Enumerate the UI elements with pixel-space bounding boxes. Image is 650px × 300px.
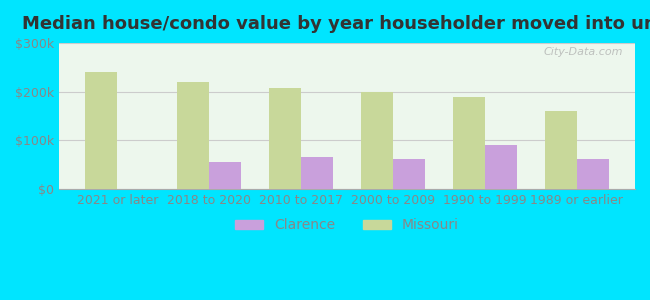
- Bar: [452, 97, 485, 189]
- Legend: Clarence, Missouri: Clarence, Missouri: [229, 213, 464, 238]
- Bar: [393, 159, 425, 189]
- Bar: [301, 158, 333, 189]
- Bar: [269, 88, 301, 189]
- Bar: [361, 92, 393, 189]
- Bar: [577, 159, 609, 189]
- Title: Median house/condo value by year householder moved into unit: Median house/condo value by year househo…: [22, 15, 650, 33]
- Bar: [85, 72, 117, 189]
- Bar: [545, 111, 577, 189]
- Bar: [209, 162, 241, 189]
- Bar: [177, 82, 209, 189]
- Text: City-Data.com: City-Data.com: [544, 47, 623, 57]
- Bar: [485, 145, 517, 189]
